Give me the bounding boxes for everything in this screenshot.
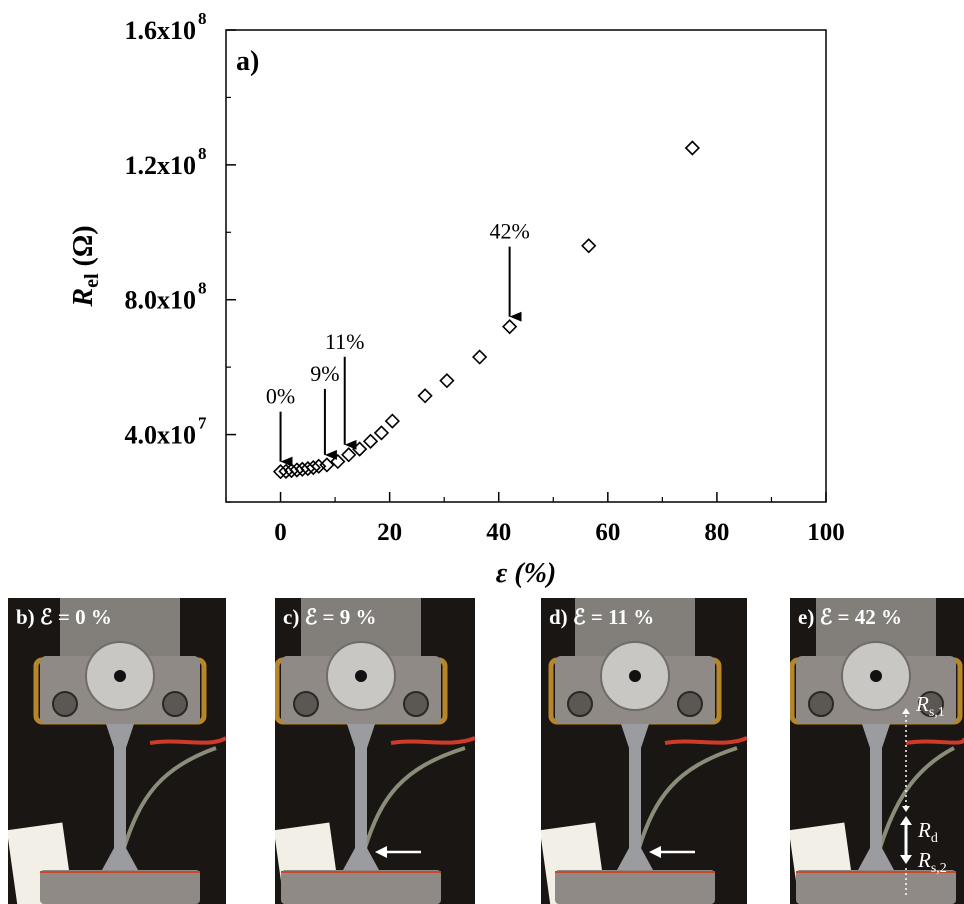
data-point xyxy=(272,464,289,480)
photo-panel-b: b) ℰ = 0 % xyxy=(8,598,226,904)
specimen xyxy=(343,724,379,870)
y-tick-exponent: 8 xyxy=(198,144,207,163)
lower-clamp xyxy=(796,870,956,904)
photo-label-d: d) ℰ = 11 % xyxy=(549,605,655,629)
y-tick-exponent: 7 xyxy=(198,414,207,433)
annotation-label: 42% xyxy=(489,219,529,244)
data-point xyxy=(341,447,357,463)
photo-label-e: e) ℰ = 42 % xyxy=(798,605,902,629)
data-point xyxy=(305,459,321,476)
lower-clamp xyxy=(555,870,715,904)
knob-center xyxy=(629,670,641,682)
screw-icon xyxy=(403,691,429,717)
lower-clamp xyxy=(281,870,441,904)
data-point xyxy=(684,140,700,156)
x-tick-label: 20 xyxy=(377,519,402,546)
y-tick-exponent: 8 xyxy=(198,9,207,28)
y-tick-label: 1.6x10 xyxy=(125,16,197,45)
screw-icon xyxy=(677,691,703,717)
annotation-label: 9% xyxy=(310,361,339,386)
y-axis-label: Rel (Ω) xyxy=(68,225,103,307)
data-point xyxy=(362,433,379,449)
sensor-wire xyxy=(122,746,217,849)
knob-center xyxy=(355,670,367,682)
y-label-unit: (Ω) xyxy=(68,225,99,273)
photo-panel-e: e) ℰ = 42 % Rs,1 Rd Rs,2 xyxy=(790,598,964,904)
screw-icon xyxy=(293,691,319,717)
x-tick-label: 60 xyxy=(595,519,620,546)
red-wire xyxy=(390,736,475,745)
plot-frame xyxy=(225,29,827,503)
data-point xyxy=(581,238,597,254)
knob-center xyxy=(114,670,126,682)
x-tick-label: 80 xyxy=(704,519,729,546)
red-wire xyxy=(149,736,226,745)
y-tick-label: 4.0x10 xyxy=(125,421,197,450)
photo-panel-c: c) ℰ = 9 % xyxy=(275,598,475,904)
y-tick-label: 8.0x10 xyxy=(125,286,197,315)
sensor-wire xyxy=(878,746,955,849)
strain-resistance-chart: a) 4.0x10 78.0x10 81.2x10 81.6x10 8 0 20 40 60 8… xyxy=(68,9,845,589)
x-axis-label: ε (%) xyxy=(496,558,556,589)
rs1-label: Rs,1 xyxy=(916,692,945,721)
knob-center xyxy=(870,670,882,682)
data-point xyxy=(472,349,488,365)
defect-arrow-head xyxy=(375,846,387,858)
sensor-wire xyxy=(363,746,466,849)
screw-icon xyxy=(567,691,593,717)
photo-label-c: c) ℰ = 9 % xyxy=(283,605,377,629)
data-points xyxy=(272,140,700,480)
data-point xyxy=(384,413,400,429)
photo-label-b: b) ℰ = 0 % xyxy=(16,605,112,629)
y-label-symbol: R xyxy=(68,288,99,308)
y-tick-label: 1.2x10 xyxy=(125,151,197,180)
screw-icon xyxy=(918,691,944,717)
data-point xyxy=(311,458,327,474)
screw-icon xyxy=(52,691,78,717)
panel-label-a: a) xyxy=(236,46,259,77)
x-tick-label: 0 xyxy=(274,519,287,546)
sensor-wire xyxy=(637,746,738,849)
defect-arrow-head xyxy=(649,846,661,858)
data-point xyxy=(417,388,433,404)
photo-panel-d: d) ℰ = 11 % xyxy=(541,598,747,904)
rs2-label: Rs,2 xyxy=(918,848,947,877)
x-tick-label: 40 xyxy=(486,519,511,546)
data-point xyxy=(439,372,455,389)
y-label-subscript: el xyxy=(81,273,103,288)
y-axis: 4.0x10 78.0x10 81.2x10 81.6x10 8 xyxy=(125,9,236,503)
x-axis: 0 20 40 60 80 100 xyxy=(225,492,845,546)
y-tick-exponent: 8 xyxy=(198,279,207,298)
specimen xyxy=(858,724,894,870)
red-wire xyxy=(664,736,747,745)
annotation-label: 0% xyxy=(266,384,295,409)
x-tick-label: 100 xyxy=(807,519,845,546)
lower-clamp xyxy=(40,870,200,904)
data-point xyxy=(373,425,390,441)
screw-icon xyxy=(162,691,188,717)
specimen xyxy=(617,724,653,870)
annotation-label: 11% xyxy=(325,329,365,354)
strain-annotations: 0% 9% 11% 42% xyxy=(266,219,530,467)
data-point xyxy=(319,457,335,473)
screw-icon xyxy=(808,691,834,717)
specimen xyxy=(102,724,138,870)
rd-label: Rd xyxy=(918,818,938,847)
data-point xyxy=(502,319,518,335)
